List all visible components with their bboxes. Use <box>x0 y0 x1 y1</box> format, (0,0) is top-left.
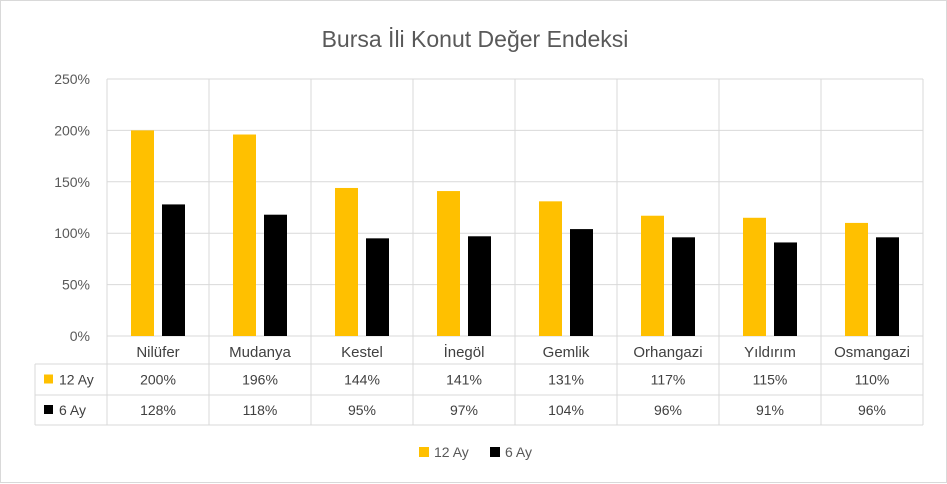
legend-label: 6 Ay <box>505 444 532 460</box>
bar-12-ay <box>437 191 460 336</box>
bar-12-ay <box>743 217 766 336</box>
bar-6-ay <box>162 204 185 336</box>
table-cell-value: 104% <box>548 402 584 418</box>
table-cell-value: 141% <box>446 372 482 388</box>
y-tick-label: 0% <box>70 328 90 344</box>
table-cell-value: 144% <box>344 372 380 388</box>
bar-6-ay <box>570 229 593 336</box>
table-cell-value: 96% <box>858 402 886 418</box>
category-label: İnegöl <box>444 343 485 361</box>
y-axis-tick-labels: 0% 50% 100% 150% 200% 250% <box>54 71 90 344</box>
bar-6-ay <box>876 237 899 336</box>
bar-6-ay <box>774 242 797 336</box>
bar-6-ay <box>366 238 389 336</box>
category-label: Kestel <box>341 344 383 361</box>
table-cell-value: 95% <box>348 402 376 418</box>
y-tick-label: 100% <box>54 225 90 241</box>
category-label: Orhangazi <box>633 344 702 361</box>
data-table: Nilüfer Mudanya Kestel İnegöl Gemlik Orhangaz… <box>34 343 923 426</box>
category-label: Osmangazi <box>834 344 910 361</box>
table-series-name: 12 Ay <box>59 372 94 388</box>
chart-title: Bursa İli Konut Değer Endeksi <box>322 26 629 52</box>
bar-6-ay <box>468 236 491 336</box>
table-cell-value: 128% <box>140 402 176 418</box>
table-cell-value: 118% <box>243 402 278 418</box>
category-label: Yıldırım <box>744 344 796 361</box>
table-cell-value: 200% <box>140 372 176 388</box>
y-tick-label: 50% <box>62 277 90 293</box>
bars <box>131 130 899 336</box>
category-label: Mudanya <box>229 344 291 361</box>
legend: 12 Ay 6 Ay <box>419 444 532 460</box>
bar-12-ay <box>131 130 154 336</box>
bar-12-ay <box>641 215 664 336</box>
bar-12-ay <box>539 201 562 336</box>
bar-6-ay <box>264 214 287 336</box>
bar-12-ay <box>233 134 256 336</box>
bar-12-ay <box>845 222 868 336</box>
legend-swatch-12-ay <box>419 447 429 457</box>
table-series-name: 6 Ay <box>59 402 86 418</box>
grid-lines <box>106 78 924 425</box>
table-cell-value: 117% <box>651 372 686 388</box>
table-cell-value: 97% <box>450 402 478 418</box>
category-label: Nilüfer <box>136 344 179 361</box>
bar-12-ay <box>335 187 358 336</box>
category-label: Gemlik <box>543 344 590 361</box>
legend-label: 12 Ay <box>434 444 469 460</box>
bar-6-ay <box>672 237 695 336</box>
table-cell-value: 115% <box>753 372 788 388</box>
table-legend-key <box>44 405 53 414</box>
table-cell-value: 96% <box>654 402 682 418</box>
table-cell-value: 110% <box>855 372 890 388</box>
y-tick-label: 250% <box>54 71 90 87</box>
table-cell-value: 196% <box>242 372 278 388</box>
y-tick-label: 150% <box>54 174 90 190</box>
y-tick-label: 200% <box>54 122 90 138</box>
table-cell-value: 91% <box>756 402 784 418</box>
table-legend-key <box>44 374 53 384</box>
table-cell-value: 131% <box>548 372 584 388</box>
legend-swatch-6-ay <box>490 447 500 457</box>
